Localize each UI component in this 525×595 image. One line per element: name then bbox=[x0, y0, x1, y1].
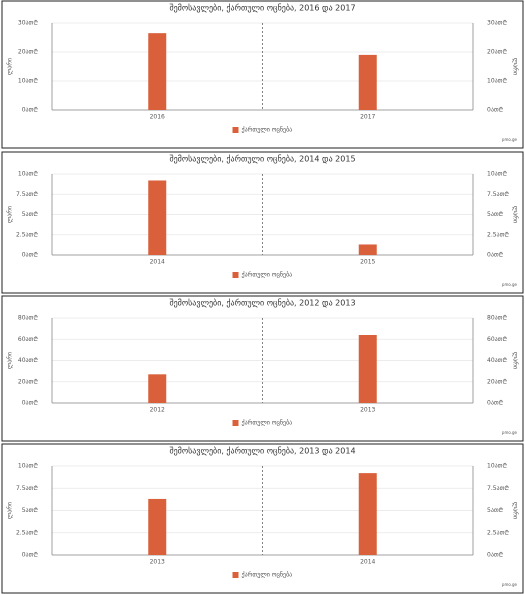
bar bbox=[148, 498, 167, 555]
y-tick-label: 7.5ათ₾ bbox=[16, 191, 38, 198]
chart-title: შემოსავლები, ქართული ოცნება, 2013 და 201… bbox=[169, 446, 355, 456]
y-tick-label: 10ათ₾ bbox=[18, 171, 38, 178]
legend-swatch bbox=[232, 420, 239, 426]
y2-tick-label: 80ათ₾ bbox=[487, 315, 507, 322]
bar bbox=[358, 244, 377, 255]
y2-tick-label: 2.5ათ₾ bbox=[487, 529, 509, 536]
chart-frame bbox=[1, 295, 524, 442]
x-tick-label: 2012 bbox=[150, 407, 165, 414]
y-axis-title: ლარი bbox=[7, 352, 14, 369]
bar bbox=[358, 473, 377, 555]
y2-axis-title: ლარი bbox=[512, 502, 519, 519]
credits: pmo.ge bbox=[502, 582, 518, 587]
bar bbox=[148, 33, 167, 110]
y-tick-label: 0ათ₾ bbox=[22, 107, 39, 114]
legend-swatch bbox=[232, 572, 239, 578]
legend-swatch bbox=[232, 272, 239, 278]
y-tick-label: 0ათ₾ bbox=[22, 552, 39, 559]
y-tick-label: 30ათ₾ bbox=[18, 20, 38, 27]
y2-tick-label: 20ათ₾ bbox=[487, 49, 507, 56]
x-tick-label: 2013 bbox=[360, 407, 375, 414]
y2-tick-label: 5ათ₾ bbox=[487, 507, 504, 514]
y-tick-label: 40ათ₾ bbox=[18, 357, 38, 364]
legend-label: ქართული ოცნება bbox=[242, 272, 293, 279]
y2-tick-label: 20ათ₾ bbox=[487, 378, 507, 385]
x-tick-label: 2013 bbox=[150, 559, 165, 566]
chart: შემოსავლები, ქართული ოცნება, 2016 და 201… bbox=[1, 0, 524, 149]
credits: pmo.ge bbox=[502, 282, 518, 287]
chart: შემოსავლები, ქართული ოცნება, 2013 და 201… bbox=[1, 443, 524, 594]
y2-tick-label: 2.5ათ₾ bbox=[487, 231, 509, 238]
chart-frame bbox=[1, 0, 524, 149]
x-tick-label: 2015 bbox=[360, 259, 375, 266]
y-tick-label: 20ათ₾ bbox=[18, 378, 38, 385]
y2-tick-label: 0ათ₾ bbox=[487, 552, 504, 559]
y-axis-title: ლარი bbox=[7, 58, 14, 75]
bar bbox=[358, 335, 377, 403]
x-tick-label: 2014 bbox=[150, 259, 165, 266]
y-tick-label: 0ათ₾ bbox=[22, 400, 39, 407]
legend-swatch bbox=[232, 127, 239, 133]
legend-label: ქართული ოცნება bbox=[242, 572, 293, 579]
chart-title: შემოსავლები, ქართული ოცნება, 2012 და 201… bbox=[169, 298, 355, 308]
y2-tick-label: 0ათ₾ bbox=[487, 252, 504, 259]
y2-axis-title: ლარი bbox=[512, 352, 519, 369]
y2-tick-label: 0ათ₾ bbox=[487, 400, 504, 407]
y-axis-title: ლარი bbox=[7, 206, 14, 223]
y-tick-label: 2.5ათ₾ bbox=[16, 231, 38, 238]
y-tick-label: 7.5ათ₾ bbox=[16, 485, 38, 492]
y2-axis-title: ლარი bbox=[512, 206, 519, 223]
y-tick-label: 60ათ₾ bbox=[18, 336, 38, 343]
bar bbox=[148, 180, 167, 255]
y2-tick-label: 40ათ₾ bbox=[487, 357, 507, 364]
y-tick-label: 20ათ₾ bbox=[18, 49, 38, 56]
bar bbox=[358, 54, 377, 110]
y2-tick-label: 10ათ₾ bbox=[487, 463, 507, 470]
y2-axis-title: ლარი bbox=[512, 58, 519, 75]
y-tick-label: 5ათ₾ bbox=[22, 211, 39, 218]
legend-label: ქართული ოცნება bbox=[242, 127, 293, 134]
y-tick-label: 2.5ათ₾ bbox=[16, 529, 38, 536]
chart: შემოსავლები, ქართული ოცნება, 2014 და 201… bbox=[1, 151, 524, 294]
chart-title: შემოსავლები, ქართული ოცნება, 2014 და 201… bbox=[169, 154, 355, 164]
y2-tick-label: 10ათ₾ bbox=[487, 171, 507, 178]
y2-tick-label: 30ათ₾ bbox=[487, 20, 507, 27]
credits: pmo.ge bbox=[502, 430, 518, 435]
y-tick-label: 80ათ₾ bbox=[18, 315, 38, 322]
bar bbox=[148, 374, 167, 403]
legend-label: ქართული ოცნება bbox=[242, 420, 293, 427]
y2-tick-label: 10ათ₾ bbox=[487, 78, 507, 85]
y-tick-label: 5ათ₾ bbox=[22, 507, 39, 514]
y2-tick-label: 5ათ₾ bbox=[487, 211, 504, 218]
y-tick-label: 0ათ₾ bbox=[22, 252, 39, 259]
chart: შემოსავლები, ქართული ოცნება, 2012 და 201… bbox=[1, 295, 524, 442]
chart-title: შემოსავლები, ქართული ოცნება, 2016 და 201… bbox=[169, 3, 355, 13]
x-tick-label: 2014 bbox=[360, 559, 375, 566]
credits: pmo.ge bbox=[502, 137, 518, 142]
y2-tick-label: 7.5ათ₾ bbox=[487, 191, 509, 198]
y-tick-label: 10ათ₾ bbox=[18, 78, 38, 85]
y-axis-title: ლარი bbox=[7, 502, 14, 519]
x-tick-label: 2017 bbox=[360, 114, 375, 121]
y2-tick-label: 60ათ₾ bbox=[487, 336, 507, 343]
y2-tick-label: 0ათ₾ bbox=[487, 107, 504, 114]
y-tick-label: 10ათ₾ bbox=[18, 463, 38, 470]
x-tick-label: 2016 bbox=[150, 114, 165, 121]
y2-tick-label: 7.5ათ₾ bbox=[487, 485, 509, 492]
